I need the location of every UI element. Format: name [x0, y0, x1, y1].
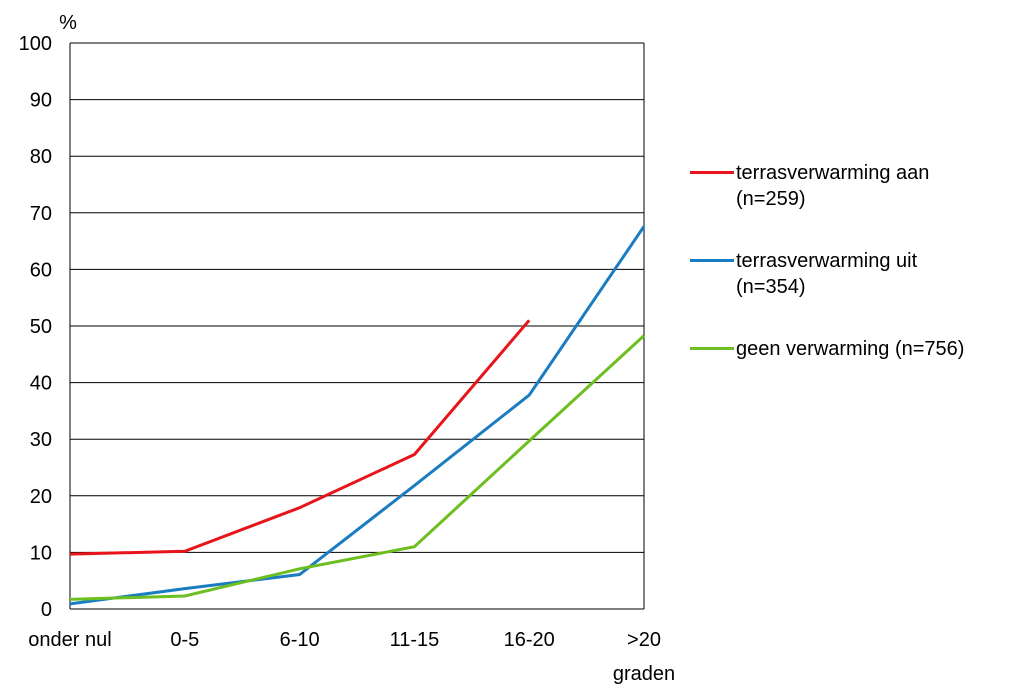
legend-item-geen-verwarming: geen verwarming (n=756) [690, 336, 1010, 396]
y-tick-label: 60 [30, 259, 52, 281]
y-axis-label: % [59, 12, 77, 34]
legend-label-line: terrasverwarming uit [736, 250, 918, 272]
legend-label-line: terrasverwarming aan [736, 162, 930, 184]
x-axis-ticks: onder nul 0-5 6-10 11-15 16-20 >20 [28, 629, 661, 651]
legend-swatch-green [690, 347, 734, 350]
gridlines [70, 42, 644, 553]
series-line-1 [69, 225, 646, 606]
y-tick-label: 10 [30, 542, 52, 564]
legend: terrasverwarming aan (n=259) terrasverwa… [690, 160, 1010, 396]
x-tick-label: 0-5 [170, 629, 199, 651]
axes [69, 43, 645, 610]
legend-label-line: (n=354) [736, 276, 806, 298]
x-axis-label: graden [613, 663, 675, 684]
legend-label: terrasverwarming uit (n=354) [736, 248, 917, 300]
x-tick-label: >20 [627, 629, 661, 651]
legend-swatch-red [690, 171, 734, 174]
y-tick-label: 0 [41, 599, 52, 621]
x-tick-label: 16-20 [504, 629, 555, 651]
legend-item-terrasverwarming-uit: terrasverwarming uit (n=354) [690, 248, 1010, 336]
legend-item-terrasverwarming-aan: terrasverwarming aan (n=259) [690, 160, 1010, 248]
legend-swatch-blue [690, 259, 734, 262]
legend-label-line: geen verwarming (n=756) [736, 338, 965, 360]
y-tick-label: 40 [30, 373, 52, 395]
legend-label: terrasverwarming aan (n=259) [736, 160, 929, 212]
series-lines [69, 225, 646, 606]
y-tick-label: 20 [30, 486, 52, 508]
y-tick-label: 80 [30, 146, 52, 168]
x-tick-label: onder nul [28, 629, 111, 651]
y-axis-ticks: 0 10 20 30 40 50 60 70 80 90 100 [19, 33, 52, 621]
y-tick-label: 70 [30, 203, 52, 225]
y-tick-label: 90 [30, 90, 52, 112]
y-tick-label: 30 [30, 429, 52, 451]
legend-label: geen verwarming (n=756) [736, 336, 964, 362]
x-tick-label: 6-10 [280, 629, 320, 651]
x-tick-label: 11-15 [390, 629, 440, 651]
series-line-2 [69, 334, 646, 601]
legend-label-line: (n=259) [736, 188, 806, 210]
series-line-0 [69, 319, 531, 556]
y-tick-label: 100 [19, 33, 52, 55]
y-tick-label: 50 [30, 316, 52, 338]
